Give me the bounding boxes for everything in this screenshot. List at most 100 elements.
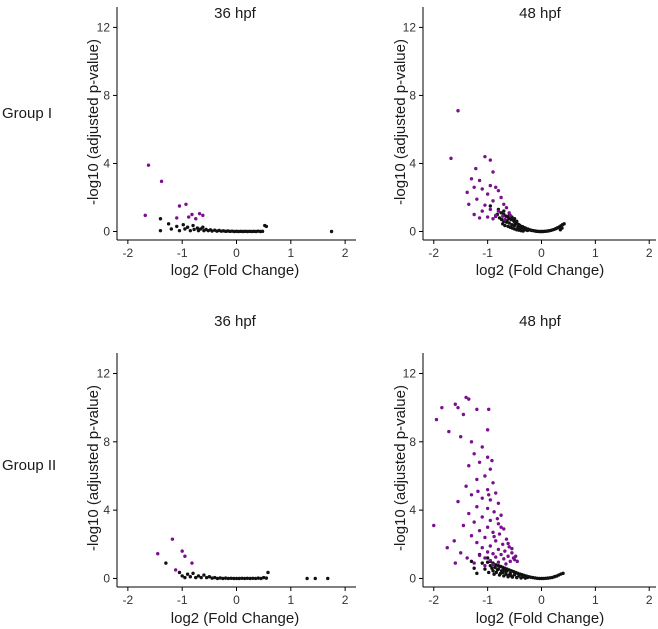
y-tick-label: 8 <box>409 88 416 102</box>
gene-point <box>507 221 511 225</box>
gene-point <box>502 209 506 213</box>
significant-gene-point <box>496 209 501 213</box>
significant-gene-point <box>496 188 501 193</box>
significant-gene-point <box>465 190 469 195</box>
significant-gene-point <box>156 551 160 556</box>
significant-gene-point <box>472 452 476 456</box>
gene-point <box>237 576 241 581</box>
significant-gene-point <box>492 510 496 514</box>
significant-gene-point <box>477 553 482 558</box>
significant-gene-point <box>475 407 479 412</box>
x-tick-label: 1 <box>592 246 599 260</box>
gene-point <box>191 571 195 576</box>
significant-gene-point <box>488 518 493 523</box>
gene-point <box>509 574 514 578</box>
significant-gene-point <box>483 474 487 478</box>
gene-point <box>240 576 244 580</box>
gene-point <box>472 566 476 570</box>
significant-gene-point <box>504 205 509 210</box>
gene-point <box>166 222 171 226</box>
gene-point <box>261 575 266 580</box>
significant-gene-point <box>477 528 482 533</box>
gene-point <box>503 223 507 228</box>
significant-gene-point <box>503 217 507 222</box>
x-tick-label: 0 <box>538 593 545 607</box>
significant-gene-point <box>175 216 179 220</box>
gene-point <box>180 574 184 578</box>
significant-gene-point <box>464 484 468 488</box>
gene-point <box>251 576 255 580</box>
gene-point <box>264 224 269 229</box>
significant-gene-point <box>494 491 498 495</box>
data-points <box>449 109 566 234</box>
significant-gene-point <box>480 496 484 500</box>
x-tick-label: 2 <box>342 593 349 607</box>
y-tick-label: 8 <box>103 88 110 102</box>
scatter-panel-group-i-36hpf: 36 hpf log2 (Fold Change) -log10 (adjust… <box>85 5 356 279</box>
gene-point <box>215 576 220 581</box>
y-axis-label: -log10 (adjusted p-value) <box>85 385 102 551</box>
panel-title: 48 hpf <box>519 5 562 22</box>
gene-point <box>498 571 503 576</box>
significant-gene-point <box>434 417 439 422</box>
gene-point <box>264 576 269 580</box>
gene-point <box>488 204 493 208</box>
gene-point <box>510 222 514 227</box>
significant-gene-point <box>483 535 487 540</box>
gene-point <box>192 227 196 232</box>
gene-point <box>196 574 201 578</box>
gene-point <box>483 567 487 571</box>
significant-gene-point <box>170 537 175 541</box>
x-axis-label: log2 (Fold Change) <box>476 262 604 279</box>
gene-point <box>485 556 490 560</box>
gene-point <box>480 561 484 565</box>
significant-gene-point <box>492 534 496 539</box>
significant-gene-point <box>467 397 471 401</box>
significant-gene-point <box>483 203 487 207</box>
significant-gene-point <box>491 481 495 485</box>
significant-gene-point <box>508 559 512 564</box>
significant-gene-point <box>464 395 468 400</box>
significant-gene-point <box>501 542 505 546</box>
significant-gene-point <box>485 192 490 196</box>
significant-gene-point <box>146 163 151 167</box>
significant-gene-point <box>447 429 451 434</box>
significant-gene-point <box>449 156 453 161</box>
y-tick-label: 12 <box>403 366 417 380</box>
gene-point <box>194 575 198 580</box>
gene-point <box>185 225 190 229</box>
gene-point <box>218 576 222 580</box>
data-points <box>432 395 565 581</box>
x-tick-label: 1 <box>287 246 294 260</box>
panel-title: 36 hpf <box>214 5 257 22</box>
significant-gene-point <box>201 213 205 218</box>
gene-point <box>517 574 521 578</box>
significant-gene-point <box>469 493 474 497</box>
significant-gene-point <box>445 546 449 550</box>
y-tick-label: 4 <box>409 156 416 170</box>
y-tick-label: 12 <box>97 366 111 380</box>
significant-gene-point <box>469 440 474 444</box>
significant-gene-point <box>485 428 490 432</box>
x-tick-label: -2 <box>123 246 134 260</box>
gene-point <box>191 223 195 228</box>
significant-gene-point <box>491 551 495 556</box>
significant-gene-point <box>485 506 490 511</box>
significant-gene-point <box>496 501 501 506</box>
data-points <box>143 163 334 234</box>
significant-gene-point <box>432 523 436 528</box>
significant-gene-point <box>497 532 502 536</box>
row-label-group-ii: Group II <box>2 457 56 474</box>
gene-point <box>475 571 479 576</box>
gene-point <box>234 576 239 581</box>
significant-gene-point <box>510 551 514 555</box>
significant-gene-point <box>475 477 479 482</box>
significant-gene-point <box>494 539 498 543</box>
gene-point <box>525 228 530 233</box>
y-tick-label: 4 <box>409 503 416 517</box>
gene-point <box>226 576 231 581</box>
